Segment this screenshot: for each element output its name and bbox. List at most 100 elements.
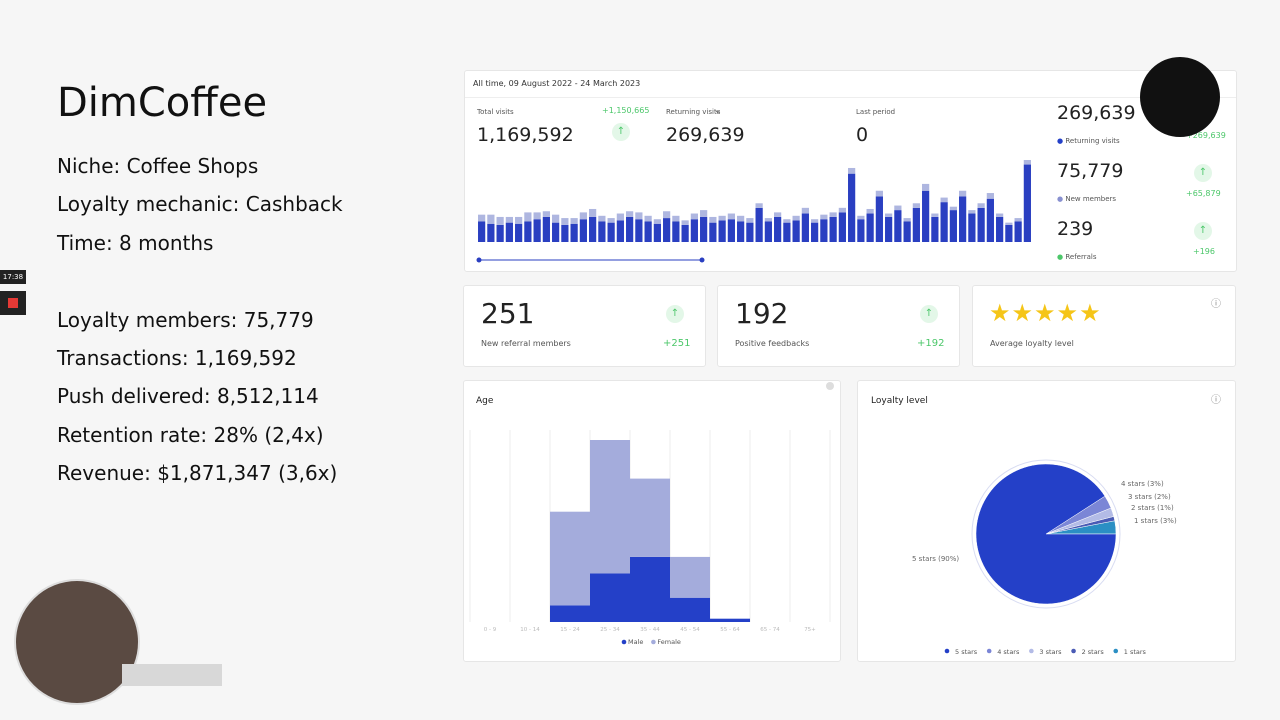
card-label: New referral members bbox=[481, 339, 571, 348]
up-icon: ↑ bbox=[666, 305, 684, 323]
bar bbox=[570, 218, 578, 224]
bar bbox=[737, 215, 745, 222]
bar bbox=[755, 207, 763, 242]
bar bbox=[690, 213, 698, 220]
bar bbox=[885, 213, 893, 217]
bar bbox=[727, 213, 735, 220]
bar bbox=[626, 211, 634, 217]
kpi-value: 269,639 bbox=[666, 124, 745, 146]
bar bbox=[663, 211, 671, 219]
info-icon[interactable]: ⓘ bbox=[1211, 395, 1221, 406]
bar bbox=[561, 218, 569, 225]
bar bbox=[515, 223, 523, 242]
card-value: 251 bbox=[481, 297, 535, 330]
bar bbox=[894, 210, 902, 242]
bar bbox=[857, 215, 865, 220]
side-value: 239 bbox=[1057, 218, 1094, 240]
legend-swatch bbox=[651, 639, 656, 645]
bar bbox=[820, 219, 828, 242]
bar bbox=[635, 219, 643, 242]
bar bbox=[487, 214, 495, 224]
bar bbox=[792, 215, 800, 221]
stars: ★★★★★ bbox=[989, 299, 1102, 327]
bar bbox=[681, 220, 689, 225]
bar bbox=[709, 222, 717, 242]
legend-label: 4 stars bbox=[997, 648, 1020, 656]
bar bbox=[866, 208, 874, 214]
side-label: ● Referrals bbox=[1057, 253, 1097, 261]
fact: Niche: Coffee Shops bbox=[57, 154, 259, 178]
card bbox=[717, 285, 960, 367]
legend-label: 1 stars bbox=[1124, 648, 1147, 656]
bar bbox=[774, 216, 782, 242]
legend-swatch bbox=[944, 648, 950, 654]
bar bbox=[737, 221, 745, 242]
stat: Push delivered: 8,512,114 bbox=[57, 384, 319, 408]
bar bbox=[848, 167, 856, 174]
bar bbox=[670, 556, 710, 598]
x-tick-label: 25 - 34 bbox=[600, 627, 620, 633]
bar bbox=[505, 216, 513, 223]
panel-icon[interactable] bbox=[826, 382, 834, 390]
stat: Revenue: $1,871,347 (3,6x) bbox=[57, 461, 338, 485]
bar bbox=[912, 207, 920, 242]
bar bbox=[811, 222, 819, 242]
divider bbox=[465, 97, 1236, 98]
bar bbox=[478, 214, 486, 222]
period: All time, 09 August 2022 - 24 March 2023 bbox=[473, 79, 641, 88]
bar bbox=[487, 223, 495, 242]
bar bbox=[959, 190, 967, 197]
bar bbox=[1005, 224, 1013, 242]
caption-box bbox=[122, 664, 222, 686]
kpi-label[interactable]: Returning visits bbox=[666, 108, 721, 116]
legend-swatch bbox=[1071, 648, 1076, 654]
bar bbox=[903, 218, 911, 222]
bar bbox=[579, 219, 587, 242]
slice-label: 3 stars (2%) bbox=[1128, 493, 1171, 501]
x-tick-label: 15 - 24 bbox=[560, 627, 580, 633]
bar bbox=[875, 196, 883, 242]
bar bbox=[801, 207, 809, 214]
bar bbox=[524, 212, 532, 222]
card-value: 192 bbox=[735, 297, 789, 330]
dropdown-icon[interactable]: ⌄ bbox=[714, 106, 722, 116]
bar bbox=[977, 203, 985, 208]
info-icon[interactable]: ⓘ bbox=[1211, 299, 1221, 310]
bar bbox=[986, 193, 994, 199]
record-button[interactable] bbox=[0, 291, 26, 315]
bar bbox=[710, 618, 750, 622]
bar bbox=[968, 210, 976, 214]
slider-handle[interactable] bbox=[699, 257, 705, 263]
bar bbox=[590, 440, 630, 574]
bar bbox=[857, 219, 865, 242]
side-delta: +65,879 bbox=[1186, 189, 1221, 198]
x-tick-label: 45 - 54 bbox=[680, 627, 700, 633]
webcam bbox=[14, 579, 140, 705]
bar bbox=[635, 212, 643, 220]
bar bbox=[1023, 164, 1031, 242]
legend-swatch bbox=[1029, 648, 1034, 654]
x-tick-label: 65 - 74 bbox=[760, 627, 780, 633]
bar bbox=[672, 215, 680, 222]
logo bbox=[1140, 57, 1220, 137]
bar bbox=[690, 219, 698, 242]
slider-handle[interactable] bbox=[476, 257, 482, 263]
bar bbox=[940, 202, 948, 242]
bar bbox=[986, 198, 994, 242]
bar bbox=[552, 214, 560, 223]
bar bbox=[589, 208, 597, 217]
bar bbox=[949, 210, 957, 242]
bar bbox=[968, 213, 976, 242]
bar bbox=[630, 556, 670, 622]
bar bbox=[922, 183, 930, 191]
bar bbox=[801, 213, 809, 242]
bar bbox=[589, 216, 597, 242]
legend-label: 3 stars bbox=[1039, 648, 1062, 656]
side-label: ● New members bbox=[1057, 195, 1117, 203]
bar bbox=[505, 222, 513, 242]
bar bbox=[931, 216, 939, 242]
card-delta: +251 bbox=[663, 338, 691, 349]
bar bbox=[727, 219, 735, 242]
side-label-text: Returning visits bbox=[1065, 137, 1120, 145]
